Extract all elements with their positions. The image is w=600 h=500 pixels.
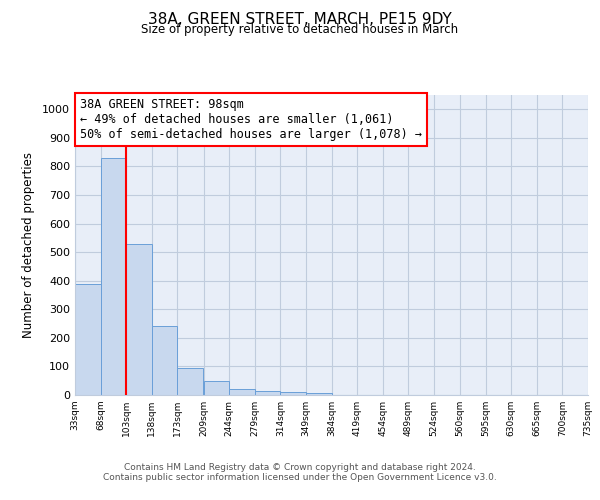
Bar bbox=[255, 390, 280, 395]
Y-axis label: Number of detached properties: Number of detached properties bbox=[22, 152, 35, 338]
Bar bbox=[152, 326, 178, 395]
Text: 38A GREEN STREET: 98sqm
← 49% of detached houses are smaller (1,061)
50% of semi: 38A GREEN STREET: 98sqm ← 49% of detache… bbox=[80, 98, 422, 141]
Text: Size of property relative to detached houses in March: Size of property relative to detached ho… bbox=[142, 22, 458, 36]
Text: Contains public sector information licensed under the Open Government Licence v3: Contains public sector information licen… bbox=[103, 474, 497, 482]
Bar bbox=[306, 393, 332, 395]
Text: 38A, GREEN STREET, MARCH, PE15 9DY: 38A, GREEN STREET, MARCH, PE15 9DY bbox=[148, 12, 452, 28]
Bar bbox=[280, 392, 306, 395]
Bar bbox=[126, 244, 152, 395]
Bar bbox=[178, 368, 203, 395]
Text: Contains HM Land Registry data © Crown copyright and database right 2024.: Contains HM Land Registry data © Crown c… bbox=[124, 464, 476, 472]
Bar bbox=[75, 284, 101, 395]
Bar bbox=[229, 390, 255, 395]
Bar bbox=[203, 380, 229, 395]
Bar bbox=[101, 158, 126, 395]
